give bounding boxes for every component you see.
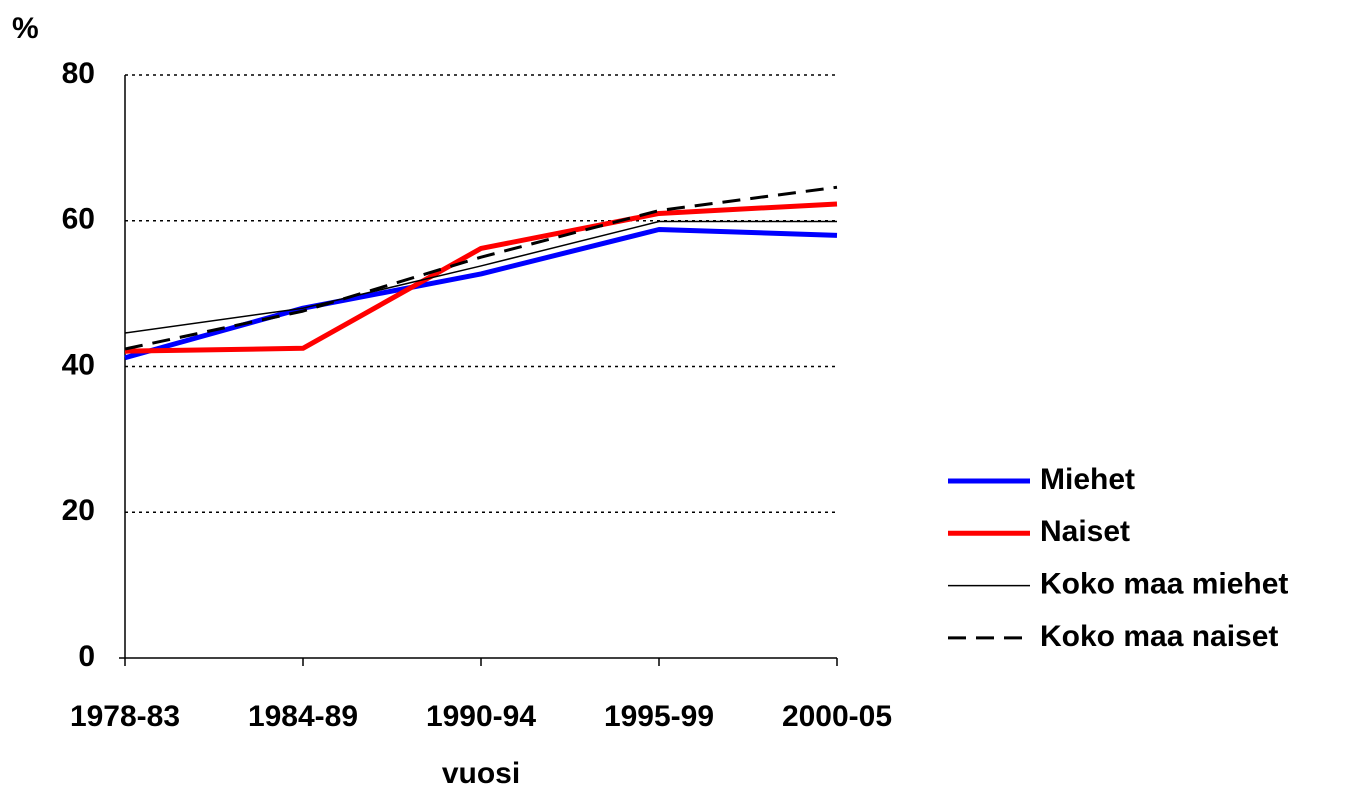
- series-line: [124, 185, 838, 351]
- x-tick-label: 1990-94: [426, 700, 536, 733]
- y-tick-label: 80: [62, 57, 95, 90]
- x-axis-label: vuosi: [442, 757, 520, 790]
- x-tick-label: 1995-99: [604, 700, 714, 733]
- y-tick-label: 60: [62, 203, 95, 236]
- y-tick-label: 0: [78, 640, 95, 673]
- y-tick-label: 40: [62, 348, 95, 381]
- x-tick-label: 1984-89: [248, 700, 358, 733]
- y-tick-label: 20: [62, 494, 95, 527]
- legend-label: Naiset: [1040, 515, 1130, 548]
- legend-label: Koko maa miehet: [1040, 568, 1288, 601]
- series-line: [124, 201, 838, 354]
- x-tick-label: 1978-83: [70, 700, 180, 733]
- x-tick-label: 2000-05: [782, 700, 892, 733]
- series-line: [124, 220, 837, 334]
- y-axis-label: %: [12, 12, 39, 45]
- legend-label: Miehet: [1040, 463, 1135, 496]
- legend-label: Koko maa naiset: [1040, 620, 1278, 653]
